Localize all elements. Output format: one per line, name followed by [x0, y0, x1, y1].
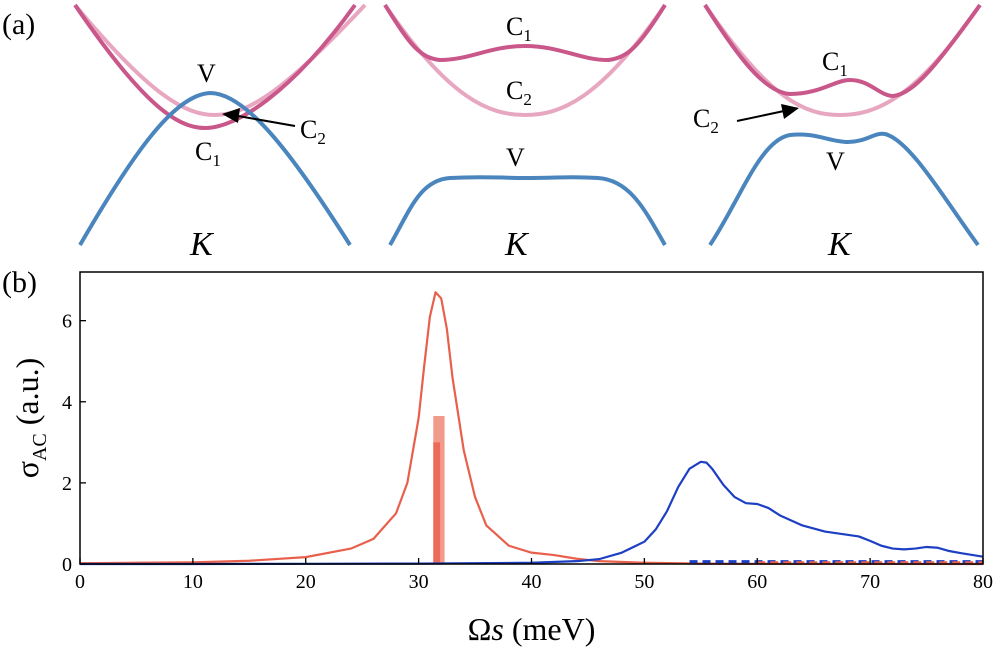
x-tick-label: 30: [409, 571, 429, 593]
red-series-line: [79, 291, 984, 566]
band-subpanel-3: C1 C2 V K: [693, 3, 982, 263]
band-c2-label: C2: [300, 115, 326, 148]
x-tick-label: 40: [522, 571, 542, 593]
k-point-label: K: [504, 226, 530, 263]
band-c1-label: C1: [506, 12, 532, 45]
red-bar: [433, 442, 441, 564]
x-tick-label: 0: [75, 571, 85, 593]
band-v-curve: [78, 90, 352, 247]
y-tick-label: 4: [62, 392, 72, 414]
band-v-curve: [708, 131, 980, 247]
band-subpanel-1: V C1 C2 K: [73, 3, 367, 263]
x-tick-label: 50: [634, 571, 654, 593]
band-c2-curve: [383, 3, 667, 118]
y-axis-title: σAC (a.u.): [9, 358, 51, 479]
x-tick-label: 20: [296, 571, 316, 593]
band-c2-label: C2: [506, 76, 532, 109]
band-c1-label: C1: [822, 47, 848, 80]
x-tick-label: 80: [973, 571, 993, 593]
y-tick-label: 6: [62, 311, 72, 333]
band-subpanel-2: C1 C2 V K: [383, 3, 667, 263]
band-c2-arrowhead: [222, 108, 240, 123]
band-c2-arrowhead: [781, 104, 799, 119]
x-tick-label: 60: [747, 571, 767, 593]
band-v-label: V: [506, 143, 525, 172]
band-c1-curve: [73, 3, 357, 131]
panel-a-label: (a): [2, 8, 35, 41]
band-c2-arrow: [736, 110, 785, 122]
band-c2-curve: [73, 3, 367, 118]
band-c1-curve: [703, 3, 982, 99]
x-axis-title: Ωs (meV): [468, 611, 596, 647]
band-c1-label: C1: [195, 137, 221, 170]
y-tick-label: 0: [62, 554, 72, 576]
band-v-label: V: [826, 147, 845, 176]
panel-b-label: (b): [2, 266, 37, 299]
conductivity-chart: 0 10 20 30 40 50 60 70 80 0 2 4 6 Ωs (meV) σAC (a.u.…: [9, 271, 993, 647]
plot-frame: [79, 271, 984, 565]
band-c2-arrow: [237, 115, 296, 127]
band-v-curve: [388, 175, 667, 246]
k-point-label: K: [827, 226, 853, 263]
k-point-label: K: [189, 226, 215, 263]
y-tick-label: 2: [62, 473, 72, 495]
x-tick-label: 10: [183, 571, 203, 593]
band-v-label: V: [197, 59, 216, 88]
band-c1-curve: [383, 3, 667, 63]
band-c2-label: C2: [693, 104, 719, 137]
x-tick-label: 70: [860, 571, 880, 593]
blue-series-line: [80, 460, 984, 566]
